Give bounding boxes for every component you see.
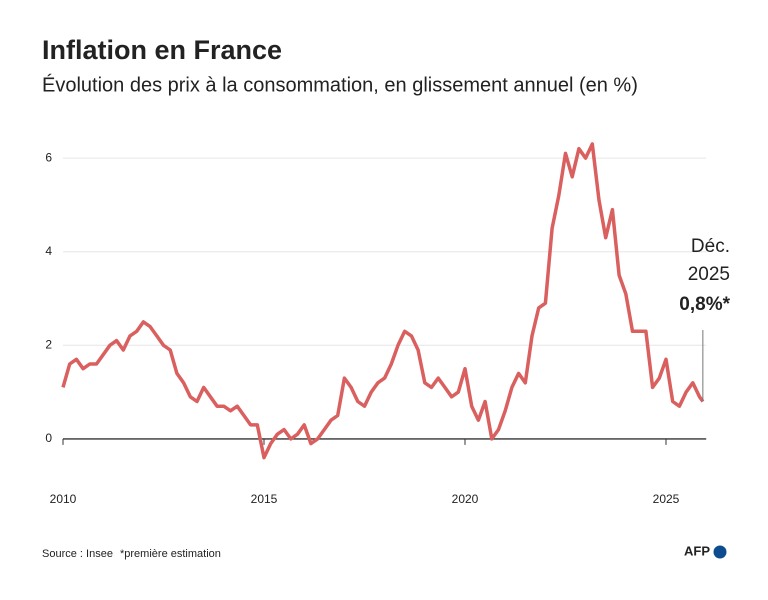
chart-subtitle: Évolution des prix à la consommation, en… <box>42 73 638 96</box>
annotation-text: 2025 <box>688 264 730 285</box>
annotation-value: 0,8%* <box>679 294 730 315</box>
logo-dot <box>713 545 727 559</box>
y-tick-label: 4 <box>45 244 52 258</box>
x-tick-label: 2025 <box>653 492 680 506</box>
note: *première estimation <box>120 548 221 560</box>
y-tick-label: 2 <box>45 337 52 351</box>
annotation-text: Déc. <box>691 236 730 257</box>
x-tick-label: 2015 <box>251 492 278 506</box>
y-tick-label: 0 <box>45 431 52 445</box>
y-tick-label: 6 <box>45 150 52 164</box>
line-series <box>61 142 705 460</box>
source: Source : Insee <box>42 548 113 560</box>
x-tick-label: 2010 <box>50 492 77 506</box>
chart-title: Inflation en France <box>42 35 282 65</box>
logo: AFP <box>684 543 710 558</box>
x-tick-label: 2020 <box>452 492 479 506</box>
